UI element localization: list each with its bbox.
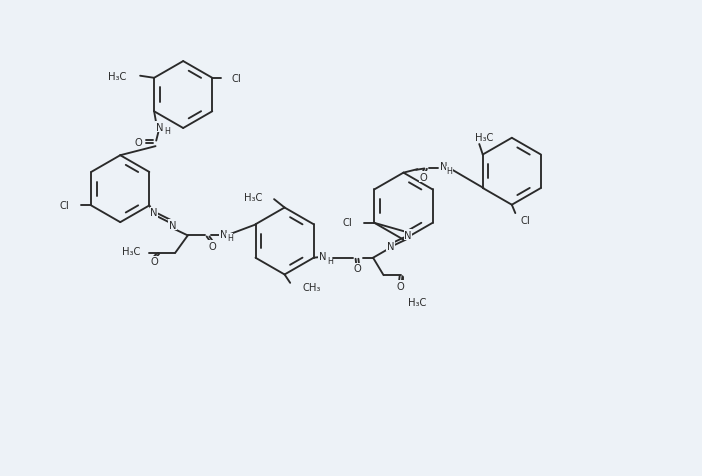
Text: H₃C: H₃C [475,133,494,143]
Text: N: N [150,208,158,218]
Text: O: O [397,281,404,291]
Text: N: N [220,229,227,239]
Text: H: H [446,167,453,176]
Text: O: O [134,137,142,147]
Text: H₃C: H₃C [109,71,127,81]
Text: Cl: Cl [59,201,69,211]
Text: O: O [420,172,428,182]
Text: H₃C: H₃C [122,247,140,257]
Text: Cl: Cl [232,74,241,84]
Text: H: H [227,234,232,242]
Text: H: H [164,127,170,136]
Text: H₃C: H₃C [408,297,426,307]
Text: H: H [327,257,333,266]
Text: O: O [208,241,216,251]
Text: Cl: Cl [343,218,352,228]
Text: N: N [387,241,395,251]
Text: N: N [319,252,326,262]
Text: N: N [404,230,412,240]
Text: CH₃: CH₃ [302,282,320,292]
Text: H₃C: H₃C [244,193,263,203]
Text: N: N [156,122,164,132]
Text: O: O [354,264,362,274]
Text: N: N [439,162,447,172]
Text: Cl: Cl [520,216,530,226]
Text: O: O [150,257,158,267]
Text: N: N [168,220,176,230]
